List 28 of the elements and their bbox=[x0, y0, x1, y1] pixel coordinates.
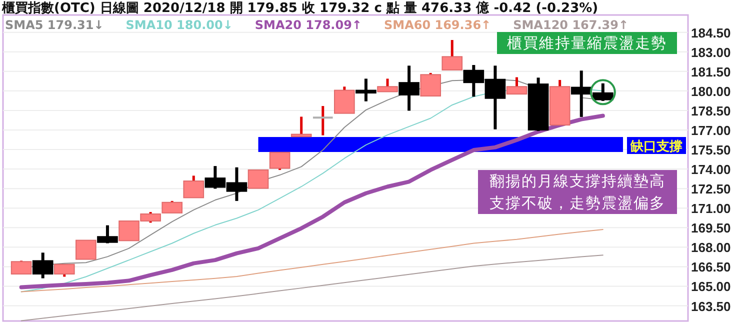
candlestick bbox=[442, 38, 463, 72]
band-label: 缺口支撐 bbox=[630, 139, 682, 154]
y-tick-label: 180.00 bbox=[691, 84, 731, 99]
title: 櫃買指數(OTC) 日線圖 2020/12/18 開 179.85 收 179.32 c 點 量 476.33 億 -0.42 (-0.23%) bbox=[2, 1, 598, 16]
y-tick-label: 168.00 bbox=[691, 240, 731, 256]
y-tick-label: 163.50 bbox=[691, 298, 731, 314]
annotation: 翻揚的月線支撐持續墊高 bbox=[490, 172, 666, 190]
y-tick-label: 169.50 bbox=[691, 220, 731, 236]
text: SMA20 178.09↑ bbox=[254, 18, 362, 32]
text: SMA5 179.31↓ bbox=[5, 18, 104, 32]
y-tick-label: 174.00 bbox=[691, 162, 731, 178]
text: SMA10 180.00↓ bbox=[126, 18, 233, 32]
annotation: 支撐不破，走勢震盪偏多 bbox=[490, 194, 666, 212]
text: SMA120 167.39↑ bbox=[513, 18, 629, 32]
y-tick-label: 183.00 bbox=[691, 44, 731, 60]
y-tick-label: 177.00 bbox=[691, 122, 731, 138]
candlestick bbox=[592, 83, 614, 101]
y-tick-label: 178.50 bbox=[691, 103, 731, 118]
y-tick-label: 171.00 bbox=[691, 201, 731, 216]
line-series bbox=[20, 254, 604, 322]
annotation: 櫃買維持量縮震盪走勢 bbox=[507, 34, 667, 52]
y-tick-label: 165.00 bbox=[691, 279, 731, 294]
y-tick-label: 175.50 bbox=[691, 142, 731, 158]
y-tick-label: 172.50 bbox=[691, 182, 731, 197]
y-tick-label: 181.50 bbox=[691, 64, 731, 80]
y-tick-label: 184.50 bbox=[691, 25, 731, 40]
y-tick-label: 166.50 bbox=[691, 260, 731, 275]
text: SMA60 169.36↑ bbox=[384, 18, 492, 32]
